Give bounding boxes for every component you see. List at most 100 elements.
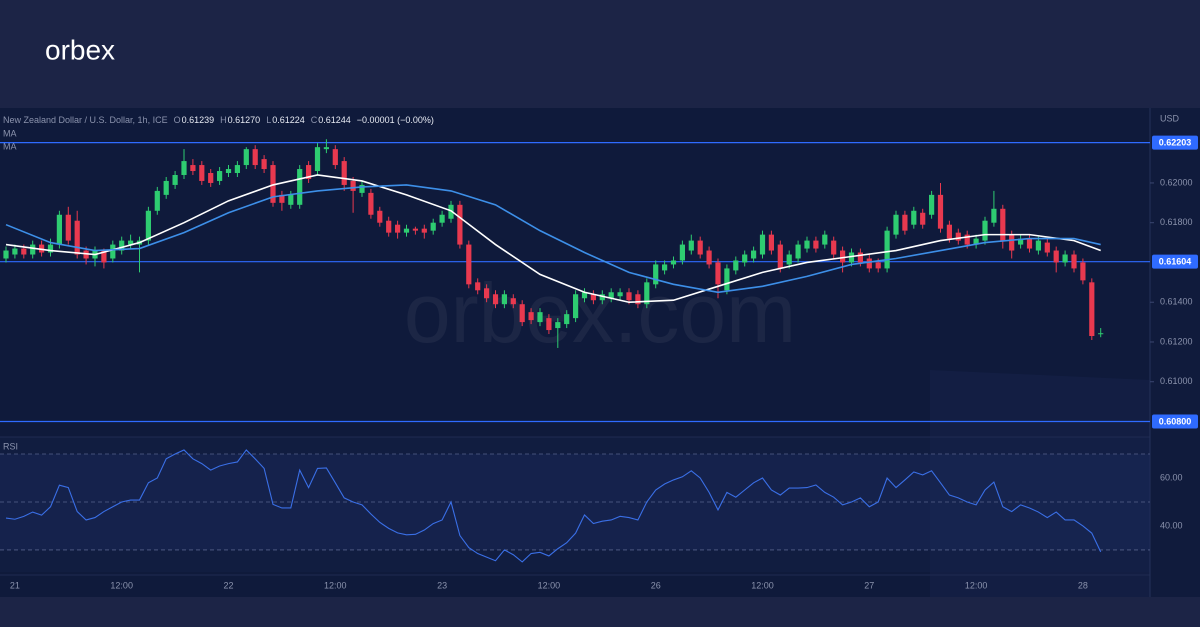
candle-up — [991, 208, 997, 223]
candle-down — [946, 224, 952, 239]
candle-up — [314, 147, 321, 172]
candle-down — [813, 240, 819, 249]
candle-down — [1089, 282, 1095, 337]
candle-up — [234, 165, 240, 174]
candle-down — [1009, 234, 1015, 251]
candle-down — [279, 194, 285, 203]
y-tick-label: 0.61000 — [1160, 376, 1193, 386]
x-tick-label: 26 — [651, 580, 661, 590]
candle-down — [510, 298, 516, 305]
candle-up — [56, 214, 62, 245]
candle-up — [181, 161, 187, 175]
candle-up — [47, 244, 54, 253]
candle-up — [573, 294, 579, 319]
candle-down — [866, 258, 872, 269]
candle-up — [537, 312, 543, 323]
x-tick-label: 23 — [437, 580, 447, 590]
candle-up — [501, 294, 507, 305]
candle-down — [332, 149, 338, 166]
candle-up — [759, 234, 766, 255]
x-tick-label: 12:00 — [751, 580, 774, 590]
candle-down — [875, 262, 881, 269]
level-label: 0.62203 — [1159, 137, 1192, 147]
candle-down — [386, 220, 392, 233]
candle-down — [1000, 208, 1006, 241]
candle-down — [208, 173, 214, 183]
ohlc-key: C — [311, 115, 318, 125]
candle-down — [590, 294, 596, 301]
candle-up — [599, 294, 605, 301]
candle-up — [403, 228, 410, 233]
candle-up — [581, 292, 588, 299]
level-label: 0.60800 — [1159, 416, 1192, 426]
candle-down — [706, 250, 712, 265]
candle-down — [350, 180, 356, 191]
symbol-title: New Zealand Dollar / U.S. Dollar, 1h, IC… — [3, 115, 168, 125]
candle-down — [626, 292, 632, 301]
candle-down — [395, 224, 401, 233]
y-tick-label: 0.61400 — [1160, 297, 1193, 307]
candle-down — [1071, 254, 1077, 269]
candle-up — [751, 250, 757, 259]
candle-down — [964, 234, 970, 245]
candle-up — [359, 184, 365, 193]
candle-up — [217, 171, 223, 181]
candle-up — [555, 322, 561, 329]
candle-up — [982, 220, 988, 241]
candle-up — [154, 190, 160, 211]
candle-up — [119, 240, 125, 251]
candle-down — [528, 312, 534, 321]
candle-up — [608, 292, 614, 299]
moving-average — [5, 174, 1101, 304]
candle-down — [261, 159, 267, 170]
candle-down — [368, 192, 374, 215]
candle-down — [190, 165, 196, 172]
x-tick-label: 12:00 — [324, 580, 347, 590]
candle-up — [644, 282, 650, 305]
candle-down — [697, 240, 703, 255]
ohlc-value: 0.61244 — [318, 115, 351, 125]
candle-down — [412, 228, 418, 231]
candle-down — [74, 220, 80, 255]
candle-down — [21, 248, 27, 255]
candle-down — [270, 165, 276, 203]
x-tick-label: 27 — [864, 580, 874, 590]
rsi-tick-label: 60.00 — [1160, 472, 1183, 482]
candle-up — [929, 194, 935, 215]
candle-up — [688, 240, 694, 251]
candle-up — [742, 254, 748, 263]
candle-down — [902, 214, 908, 231]
x-tick-label: 22 — [223, 580, 233, 590]
rsi-tick-label: 40.00 — [1160, 520, 1183, 530]
candle-up — [564, 314, 570, 325]
ohlc-value: 0.61224 — [272, 115, 305, 125]
rsi-label: RSI — [3, 441, 18, 451]
candle-up — [430, 222, 436, 231]
candle-up — [724, 268, 730, 291]
candle-up — [973, 238, 979, 245]
moving-average — [5, 184, 1101, 294]
candle-down — [199, 165, 205, 181]
candle-up — [617, 292, 623, 297]
candle-down — [546, 318, 552, 331]
axis-unit: USD — [1160, 113, 1180, 123]
candle-down — [252, 149, 258, 166]
candle-up — [1018, 238, 1024, 245]
candle-up — [3, 250, 9, 259]
candle-up — [653, 264, 659, 285]
level-tag — [1152, 135, 1198, 150]
candle-up — [145, 210, 151, 241]
candle-up — [172, 174, 178, 185]
candle-up — [679, 244, 685, 261]
candle-down — [768, 234, 774, 251]
candle-up — [1098, 333, 1104, 335]
candle-up — [30, 244, 36, 255]
x-tick-label: 21 — [10, 580, 20, 590]
candle-up — [662, 264, 668, 271]
candle-down — [777, 244, 783, 269]
y-tick-label: 0.61200 — [1160, 336, 1193, 346]
ma-label: MA — [3, 141, 17, 151]
x-tick-label: 12:00 — [965, 580, 988, 590]
candle-down — [466, 244, 472, 285]
